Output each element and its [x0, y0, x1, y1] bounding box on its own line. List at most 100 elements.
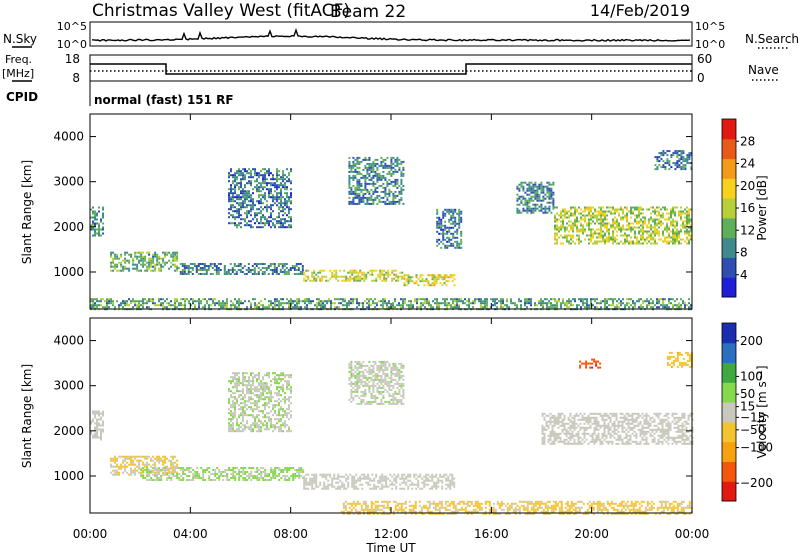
echo-cell — [670, 240, 672, 243]
echo-cell — [218, 302, 220, 305]
echo-cell — [238, 473, 241, 475]
echo-cell — [386, 304, 388, 307]
echo-cell — [362, 176, 365, 179]
echo-cell — [366, 508, 369, 511]
echo-cell — [434, 508, 437, 511]
echo-cell — [582, 302, 584, 305]
echo-cell — [626, 236, 628, 239]
echo-cell — [348, 196, 351, 199]
echo-cell — [562, 222, 564, 225]
echo-cell — [224, 304, 226, 307]
echo-cell — [220, 475, 223, 477]
echo-cell — [208, 306, 210, 309]
echo-cell — [238, 300, 240, 303]
echo-cell — [672, 154, 675, 157]
echo-cell — [672, 220, 674, 223]
echo-cell — [656, 206, 658, 209]
echo-cell — [274, 226, 276, 229]
echo-cell — [138, 465, 141, 468]
echo-cell — [377, 485, 380, 488]
echo-cell — [259, 269, 262, 271]
echo-cell — [548, 187, 551, 190]
echo-cell — [442, 506, 445, 509]
echo-cell — [548, 195, 551, 198]
echo-cell — [140, 473, 143, 475]
echo-cell — [368, 192, 371, 195]
echo-cell — [352, 160, 355, 163]
echo-cell — [236, 196, 238, 199]
echo-cell — [453, 278, 456, 281]
echo-cell — [232, 200, 234, 203]
echo-cell — [158, 471, 161, 474]
echo-cell — [600, 306, 602, 309]
echo-cell — [190, 471, 193, 473]
echo-cell — [660, 208, 662, 211]
echo-cell — [582, 210, 584, 213]
echo-cell — [244, 212, 246, 215]
echo-cell — [321, 275, 324, 278]
echo-cell — [556, 232, 558, 235]
echo-cell — [622, 216, 624, 219]
echo-cell — [520, 195, 523, 198]
echo-cell — [462, 500, 465, 503]
echo-cell — [187, 271, 190, 273]
echo-cell — [417, 481, 420, 484]
echo-cell — [674, 164, 677, 167]
echo-cell — [164, 261, 167, 264]
echo-cell — [292, 473, 295, 475]
echo-cell — [562, 210, 564, 213]
echo-cell — [400, 192, 403, 195]
echo-cell — [414, 500, 417, 503]
echo-cell — [370, 508, 373, 511]
echo-cell — [640, 238, 642, 241]
echo-cell — [382, 304, 384, 307]
echo-cell — [690, 154, 693, 157]
echo-cell — [176, 459, 179, 462]
echo-cell — [246, 306, 248, 309]
echo-cell — [386, 184, 389, 187]
echo-cell — [358, 172, 361, 175]
echo-cell — [582, 214, 584, 217]
echo-cell — [437, 485, 440, 488]
echo-cell — [142, 298, 144, 301]
echo-cell — [370, 164, 373, 167]
echo-cell — [388, 194, 391, 197]
echo-cell — [658, 300, 660, 303]
echo-cell — [686, 222, 688, 225]
echo-cell — [146, 265, 149, 268]
echo-cell — [366, 188, 369, 191]
echo-cell — [294, 300, 296, 303]
echo-cell — [304, 306, 306, 309]
echo-cell — [154, 304, 156, 307]
echo-cell — [327, 485, 330, 488]
echo-cell — [366, 196, 369, 199]
echo-cell — [359, 483, 362, 486]
echo-cell — [358, 180, 361, 183]
echo-cell — [210, 304, 212, 307]
echo-cell — [174, 298, 176, 301]
echo-cell — [367, 481, 370, 484]
echo-cell — [154, 263, 157, 266]
echo-cell — [356, 178, 359, 181]
echo-cell — [168, 259, 171, 262]
echo-cell — [654, 232, 656, 235]
echo-cell — [518, 298, 520, 301]
echo-cell — [560, 210, 562, 213]
echo-cell — [391, 269, 394, 272]
echo-cell — [564, 226, 566, 229]
echo-cell — [436, 222, 439, 225]
echo-cell — [217, 263, 220, 265]
echo-cell — [96, 212, 98, 215]
echo-cell — [608, 238, 610, 241]
echo-cell — [239, 269, 242, 271]
echo-cell — [386, 180, 389, 183]
echo-cell — [606, 228, 608, 231]
echo-cell — [542, 199, 545, 202]
echo-cell — [580, 224, 582, 227]
echo-cell — [152, 467, 155, 469]
echo-cell — [452, 208, 455, 211]
echo-cell — [353, 481, 356, 484]
echo-cell — [236, 194, 238, 197]
echo-cell — [652, 300, 654, 303]
